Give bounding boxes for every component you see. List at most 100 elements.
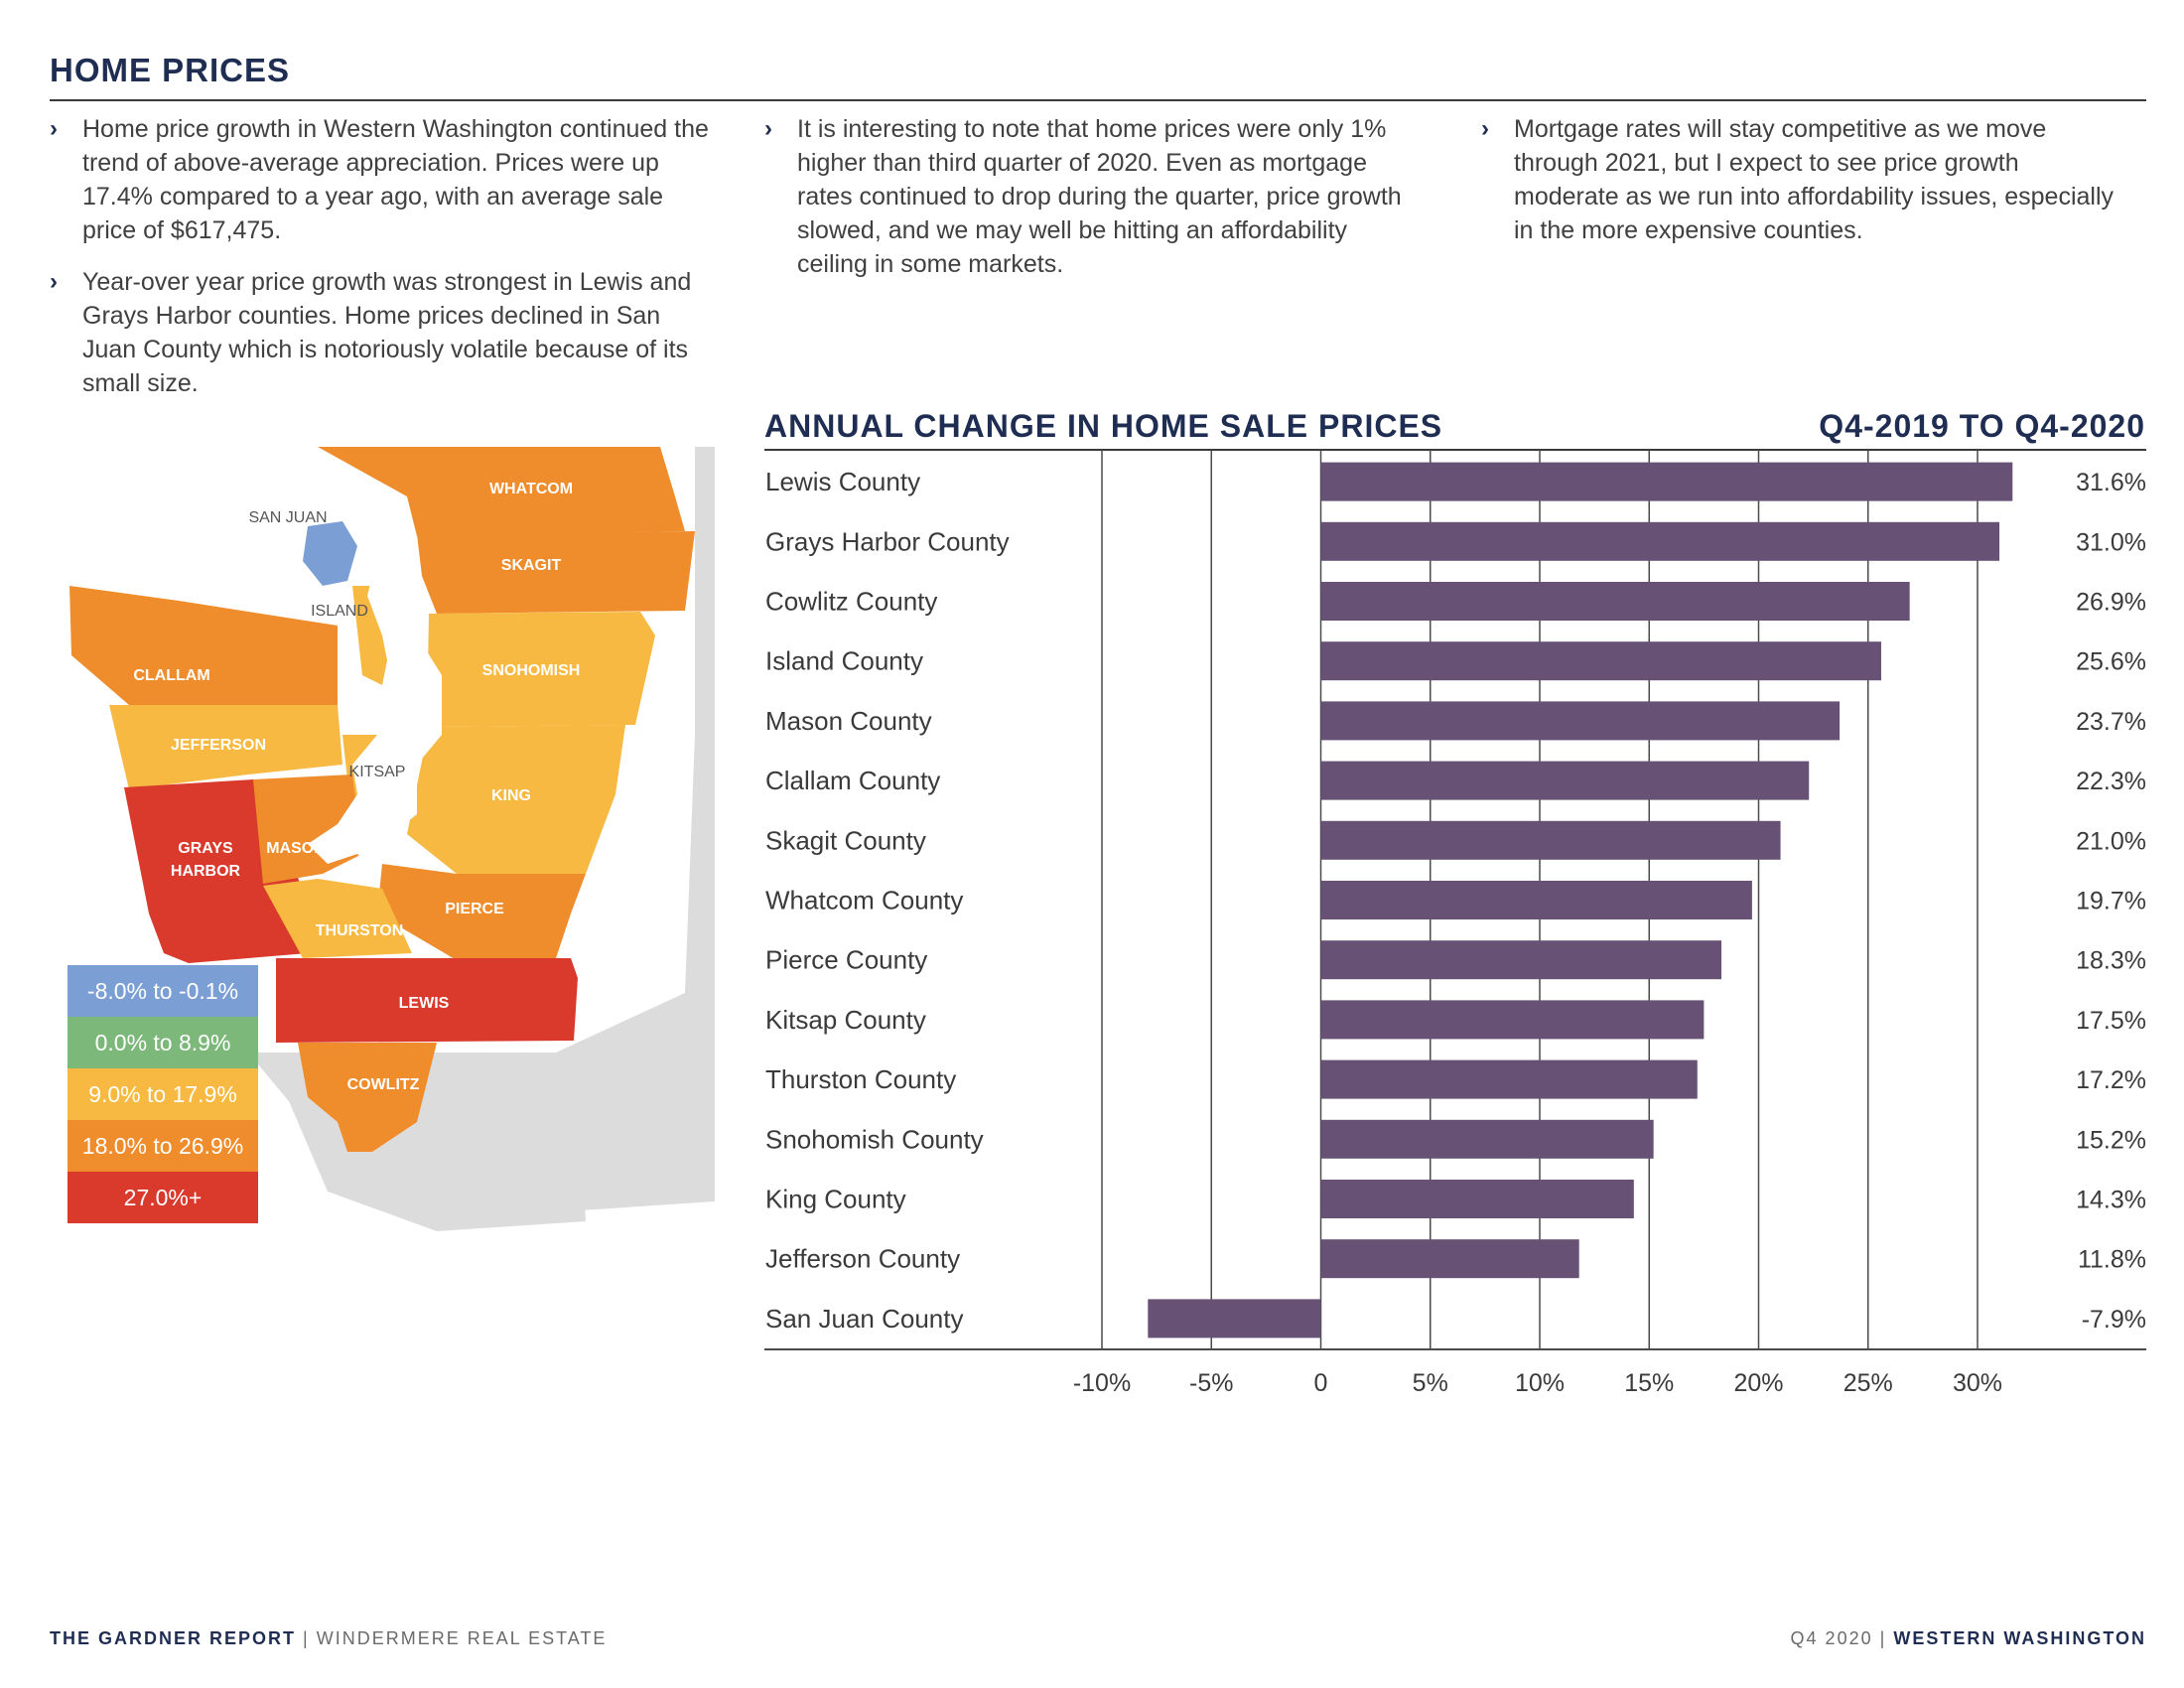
footer-company: WINDERMERE REAL ESTATE: [316, 1628, 608, 1648]
chart-top-divider: [764, 449, 2146, 451]
footer-region: WESTERN WASHINGTON: [1893, 1628, 2146, 1648]
county-cowlitz: [298, 1043, 437, 1152]
value-label: 19.7%: [2076, 888, 2146, 915]
bar: [1320, 1059, 1698, 1099]
page-title: HOME PRICES: [50, 52, 291, 88]
value-label: 31.6%: [2076, 469, 2146, 496]
county-label-thurston: THURSTON: [316, 922, 404, 939]
bar: [1320, 641, 1881, 681]
bullet-item: › Mortgage rates will stay competitive as…: [1481, 112, 2116, 247]
category-label: Lewis County: [765, 467, 920, 496]
value-label: 17.5%: [2076, 1007, 2146, 1035]
puget-sound-water: [308, 556, 442, 874]
county-label-grays-harbor-2: HARBOR: [171, 863, 241, 880]
bar: [1320, 761, 1810, 800]
county-map-svg: WHATCOM SKAGIT SAN JUAN ISLAND CLALLAM S…: [69, 447, 715, 1231]
x-tick-label: 30%: [1953, 1369, 2002, 1397]
x-tick-label: 5%: [1413, 1369, 1448, 1397]
county-snohomish: [427, 612, 655, 727]
county-skagit: [417, 531, 695, 614]
value-label: 11.8%: [2078, 1246, 2146, 1274]
county-label-skagit: SKAGIT: [501, 557, 562, 574]
category-label: Skagit County: [765, 825, 926, 855]
bar: [1320, 1000, 1705, 1040]
chevron-bullet-icon: ›: [50, 268, 58, 295]
category-label: Pierce County: [765, 945, 927, 975]
bar: [1320, 1119, 1654, 1159]
category-label: Cowlitz County: [765, 587, 937, 617]
county-clallam: [69, 586, 338, 705]
county-label-kitsap: KITSAP: [349, 764, 406, 780]
footer-report-name: THE GARDNER REPORT: [50, 1628, 297, 1648]
category-label: Mason County: [765, 706, 932, 736]
county-map: WHATCOM SKAGIT SAN JUAN ISLAND CLALLAM S…: [0, 437, 725, 1236]
footer-left: THE GARDNER REPORT | WINDERMERE REAL EST…: [50, 1628, 607, 1649]
county-jefferson: [109, 705, 342, 789]
county-label-mason: MASON: [266, 840, 326, 857]
county-lewis: [276, 958, 578, 1043]
bullet-text: Home price growth in Western Washington …: [82, 115, 709, 244]
x-tick-label: 0: [1314, 1369, 1328, 1397]
text-column-3: › Mortgage rates will stay competitive as…: [1481, 112, 2116, 265]
legend-item: 0.0% to 8.9%: [68, 1017, 258, 1068]
county-thurston: [263, 879, 412, 958]
bullet-item: › It is interesting to note that home pri…: [764, 112, 1420, 281]
value-label: 17.2%: [2076, 1066, 2146, 1094]
legend-item: 18.0% to 26.9%: [68, 1120, 258, 1172]
bar: [1320, 1180, 1634, 1218]
value-label: 18.3%: [2076, 947, 2146, 975]
value-label: 15.2%: [2076, 1126, 2146, 1154]
value-label: 21.0%: [2076, 827, 2146, 855]
x-tick-label: 20%: [1733, 1369, 1783, 1397]
text-column-1: › Home price growth in Western Washington…: [50, 112, 715, 418]
category-label: King County: [765, 1185, 906, 1214]
county-label-lewis: LEWIS: [399, 995, 450, 1012]
bar: [1320, 1239, 1579, 1279]
x-tick-label: 10%: [1515, 1369, 1565, 1397]
category-label: Clallam County: [765, 766, 940, 795]
bar: [1320, 582, 1910, 621]
bullet-item: › Year-over year price growth was stronge…: [50, 265, 715, 400]
title-divider: [50, 99, 2146, 101]
x-tick-label: 25%: [1843, 1369, 1893, 1397]
value-label: 14.3%: [2076, 1187, 2146, 1214]
county-label-king: KING: [491, 787, 531, 804]
county-whatcom: [318, 447, 685, 536]
county-king: [407, 725, 625, 874]
category-label: Island County: [765, 646, 923, 676]
chart-title: ANNUAL CHANGE IN HOME SALE PRICES: [764, 408, 1443, 444]
chevron-bullet-icon: ›: [1481, 115, 1489, 142]
category-label: Thurston County: [765, 1064, 956, 1094]
footer-right: Q4 2020 | WESTERN WASHINGTON: [1791, 1628, 2146, 1649]
county-pierce: [377, 864, 586, 963]
category-label: Snohomish County: [765, 1124, 984, 1154]
county-label-pierce: PIERCE: [445, 901, 504, 917]
bullet-text: Year-over year price growth was stronges…: [82, 268, 692, 397]
county-label-grays-harbor: GRAYS: [178, 840, 233, 857]
category-label: Grays Harbor County: [765, 526, 1010, 556]
text-column-2: › It is interesting to note that home pri…: [764, 112, 1420, 299]
value-label: 26.9%: [2076, 589, 2146, 617]
x-tick-label: -10%: [1073, 1369, 1131, 1397]
bar: [1320, 462, 2013, 501]
bar: [1148, 1299, 1321, 1338]
category-label: Kitsap County: [765, 1005, 926, 1035]
x-tick-label: 15%: [1624, 1369, 1674, 1397]
legend-item: 27.0%+: [68, 1172, 258, 1223]
county-label-snohomish: SNOHOMISH: [482, 662, 581, 679]
x-tick-label: -5%: [1189, 1369, 1233, 1397]
county-label-clallam: CLALLAM: [133, 667, 209, 684]
bar: [1320, 820, 1781, 860]
value-label: 31.0%: [2076, 528, 2146, 556]
chevron-bullet-icon: ›: [764, 115, 772, 142]
chevron-bullet-icon: ›: [50, 115, 58, 142]
bullet-item: › Home price growth in Western Washington…: [50, 112, 715, 247]
bar: [1320, 881, 1752, 919]
value-label: 22.3%: [2076, 768, 2146, 795]
category-label: Whatcom County: [765, 886, 963, 915]
category-label: San Juan County: [765, 1304, 963, 1334]
legend-item: -8.0% to -0.1%: [68, 965, 258, 1017]
county-label-whatcom: WHATCOM: [489, 481, 573, 497]
bullet-text: Mortgage rates will stay competitive as …: [1514, 115, 2115, 244]
